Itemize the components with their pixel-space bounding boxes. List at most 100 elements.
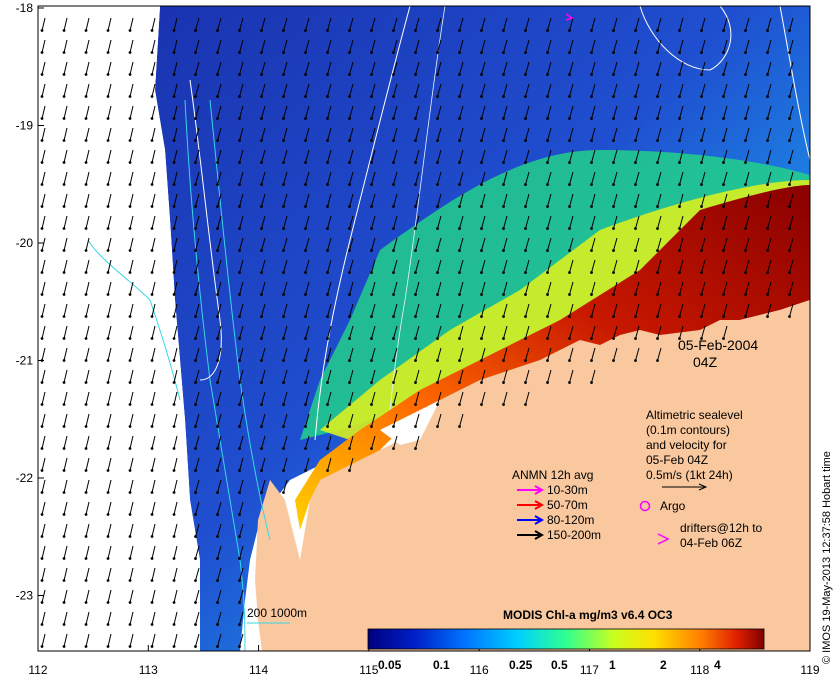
velocity-vector-head: [590, 161, 593, 164]
velocity-vector: [217, 237, 222, 251]
velocity-vector: [591, 105, 596, 119]
velocity-vector-head: [304, 337, 307, 340]
velocity-vector-head: [62, 117, 66, 120]
velocity-vector: [239, 303, 244, 317]
velocity-vector-head: [766, 271, 769, 274]
velocity-vector: [371, 149, 376, 163]
velocity-vector-head: [700, 29, 703, 32]
lon-tick-label: 117: [580, 663, 599, 677]
velocity-vector: [129, 193, 134, 207]
lon-tick-label: 118: [690, 663, 709, 677]
lon-tick-label: 112: [28, 663, 47, 677]
velocity-vector: [327, 237, 332, 251]
velocity-vector-head: [172, 645, 176, 648]
velocity-vector: [151, 237, 156, 251]
velocity-vector-head: [282, 139, 285, 142]
velocity-vector-head: [260, 381, 263, 384]
velocity-vector: [371, 171, 376, 185]
velocity-vector-head: [370, 381, 373, 384]
velocity-vector-head: [40, 205, 44, 208]
velocity-vector: [261, 39, 266, 53]
velocity-vector-head: [84, 205, 88, 208]
velocity-vector-head: [414, 117, 417, 120]
velocity-vector-head: [40, 315, 44, 318]
velocity-vector-head: [436, 161, 439, 164]
velocity-vector-head: [62, 73, 66, 76]
altimetry-line: (0.1m contours): [646, 423, 730, 437]
velocity-vector-head: [348, 205, 351, 208]
velocity-vector: [305, 281, 310, 295]
velocity-vector: [789, 259, 794, 273]
velocity-vector: [789, 171, 794, 185]
velocity-vector-head: [656, 51, 659, 54]
velocity-vector-head: [194, 491, 197, 494]
velocity-vector-head: [304, 447, 307, 450]
argo-legend: Argo: [639, 499, 686, 513]
velocity-vector: [85, 479, 90, 493]
velocity-vector-head: [634, 161, 637, 164]
velocity-vector: [679, 105, 684, 119]
velocity-vector: [305, 215, 310, 229]
velocity-vector-head: [84, 447, 88, 450]
velocity-vector-head: [414, 403, 417, 406]
velocity-vector-head: [172, 183, 176, 186]
velocity-vector-head: [106, 227, 110, 230]
velocity-vector: [635, 281, 640, 295]
velocity-vector: [107, 479, 112, 493]
velocity-vector-head: [216, 447, 219, 450]
velocity-vector-head: [326, 139, 329, 142]
velocity-vector: [41, 413, 46, 427]
velocity-vector-head: [656, 315, 659, 318]
velocity-vector: [635, 215, 640, 229]
velocity-vector: [657, 347, 662, 361]
velocity-vector: [151, 369, 156, 383]
velocity-vector-head: [106, 73, 110, 76]
velocity-vector-head: [348, 293, 351, 296]
velocity-vector: [129, 391, 134, 405]
velocity-vector: [261, 347, 266, 361]
velocity-vector-head: [216, 73, 219, 76]
velocity-vector: [459, 281, 464, 295]
velocity-vector: [723, 17, 728, 31]
velocity-vector: [459, 171, 464, 185]
velocity-vector: [371, 413, 376, 427]
velocity-vector: [217, 369, 222, 383]
velocity-vector-head: [524, 337, 527, 340]
lon-tick-label: 119: [800, 663, 819, 677]
velocity-vector-head: [282, 51, 285, 54]
velocity-vector: [481, 303, 486, 317]
velocity-vector-head: [700, 337, 703, 340]
velocity-vector-head: [106, 425, 110, 428]
velocity-vector-head: [502, 139, 505, 142]
velocity-vector-head: [194, 513, 197, 516]
velocity-vector: [481, 193, 486, 207]
velocity-vector: [107, 435, 112, 449]
velocity-vector: [63, 567, 68, 581]
velocity-vector: [217, 391, 222, 405]
velocity-vector-head: [282, 337, 285, 340]
velocity-vector: [525, 83, 530, 97]
velocity-vector: [305, 303, 310, 317]
velocity-vector-head: [106, 513, 110, 516]
velocity-vector: [613, 39, 618, 53]
velocity-vector-head: [480, 359, 483, 362]
velocity-vector: [459, 325, 464, 339]
velocity-vector-head: [788, 95, 791, 98]
velocity-vector-head: [260, 403, 263, 406]
velocity-vector: [107, 149, 112, 163]
velocity-vector-head: [128, 513, 132, 516]
velocity-vector-head: [436, 73, 439, 76]
velocity-vector-head: [634, 227, 637, 230]
velocity-vector: [239, 435, 244, 449]
velocity-vector-head: [128, 579, 132, 582]
velocity-vector-head: [722, 139, 725, 142]
velocity-vector: [657, 149, 662, 163]
velocity-vector: [195, 545, 200, 559]
velocity-vector: [195, 39, 200, 53]
velocity-vector: [261, 281, 266, 295]
velocity-vector: [701, 303, 706, 317]
velocity-vector: [217, 215, 222, 229]
velocity-vector: [679, 39, 684, 53]
velocity-vector: [701, 149, 706, 163]
